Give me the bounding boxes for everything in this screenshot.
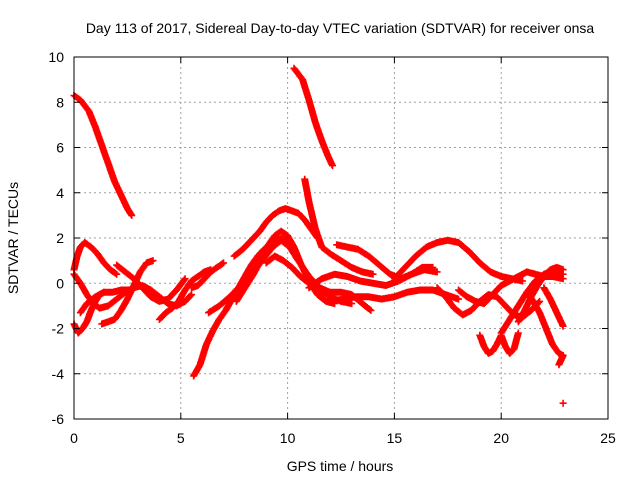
y-tick-label: 0 xyxy=(56,275,64,291)
data-point-markers xyxy=(523,288,567,360)
y-tick-label: 6 xyxy=(56,140,64,156)
data-point-markers xyxy=(390,236,527,285)
series-arc-19 xyxy=(333,241,437,283)
data-point-markers xyxy=(555,352,567,369)
y-tick-label: 10 xyxy=(48,49,64,65)
series-arc-27 xyxy=(540,284,567,330)
chart-title: Day 113 of 2017, Sidereal Day-to-day VTE… xyxy=(86,20,595,36)
series-arc-13 xyxy=(230,205,321,260)
x-axis-label: GPS time / hours xyxy=(287,458,394,474)
x-tick-label: 25 xyxy=(600,430,616,446)
y-tick-label: 8 xyxy=(56,94,64,110)
axis-ticks: 0 5 10 15 20 25 -6 -4 -2 0 2 4 6 8 10 xyxy=(48,49,616,446)
series-arc-20 xyxy=(390,236,527,285)
y-axis-label: SDTVAR / TECUs xyxy=(5,182,21,294)
data-point-markers xyxy=(476,329,522,357)
x-tick-label: 20 xyxy=(493,430,509,446)
data-point-markers xyxy=(290,64,336,170)
series-arc-02 xyxy=(290,64,336,170)
data-point-markers xyxy=(155,266,215,323)
series-arc-10 xyxy=(155,266,215,323)
series-arc-29 xyxy=(559,399,567,407)
data-point-markers xyxy=(540,284,567,330)
y-tick-label: -6 xyxy=(52,411,65,427)
y-tick-label: 4 xyxy=(56,185,64,201)
series-arc-26 xyxy=(523,288,567,360)
series-arc-23 xyxy=(476,329,522,357)
data-points xyxy=(70,64,567,407)
x-tick-label: 0 xyxy=(70,430,78,446)
data-point-markers xyxy=(113,261,189,305)
data-point-markers xyxy=(455,268,567,308)
y-tick-label: -4 xyxy=(52,366,65,382)
data-point-markers xyxy=(188,259,227,292)
series-arc-22 xyxy=(455,268,567,308)
y-tick-label: 2 xyxy=(56,230,64,246)
y-tick-label: -2 xyxy=(52,321,65,337)
series-arc-09 xyxy=(113,261,189,305)
data-point-markers xyxy=(559,399,567,407)
data-point-markers xyxy=(333,241,437,283)
series-arc-11 xyxy=(188,259,227,292)
data-point-markers xyxy=(230,205,321,260)
x-tick-label: 15 xyxy=(387,430,403,446)
series-arc-28 xyxy=(555,352,567,369)
x-tick-label: 5 xyxy=(177,430,185,446)
x-tick-label: 10 xyxy=(280,430,296,446)
